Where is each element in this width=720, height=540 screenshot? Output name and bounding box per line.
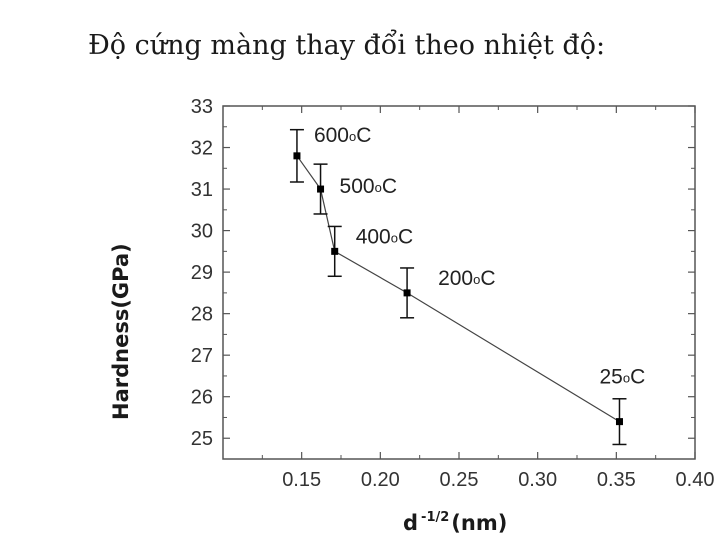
- point-marker: [331, 247, 339, 255]
- data-point: [400, 267, 415, 319]
- y-tick-label: 27: [191, 345, 213, 367]
- x-axis-title-sup: -1/2: [421, 510, 449, 525]
- x-tick-label: 0.30: [518, 469, 557, 491]
- y-tick-label: 25: [191, 428, 213, 450]
- y-axis-title: Hardness(GPa): [109, 243, 133, 420]
- point-temperature-label: 200oC: [438, 267, 495, 290]
- x-axis-title-unit: (nm): [451, 511, 507, 535]
- point-temperature-label: 500oC: [340, 175, 397, 198]
- y-tick-label: 31: [191, 179, 213, 201]
- y-tick-label: 28: [191, 304, 213, 326]
- y-tick-label: 30: [191, 221, 213, 243]
- data-point: [327, 225, 342, 278]
- data-point: [313, 163, 328, 215]
- y-tick-label: 33: [191, 96, 213, 118]
- point-marker: [615, 418, 623, 426]
- data-point: [289, 128, 304, 183]
- point-temperature-label: 25oC: [599, 366, 645, 389]
- x-tick-label: 0.20: [361, 469, 400, 491]
- x-tick-label: 0.25: [440, 469, 479, 491]
- x-tick-label: 0.15: [282, 469, 321, 491]
- x-tick-label: 0.40: [676, 469, 715, 491]
- point-temperature-label: 400oC: [356, 225, 413, 248]
- y-tick-label: 32: [191, 138, 213, 160]
- x-axis-title-main: d: [403, 511, 418, 535]
- x-tick-label: 0.35: [597, 469, 636, 491]
- point-marker: [293, 152, 301, 160]
- point-marker: [317, 185, 325, 193]
- point-temperature-label: 600oC: [314, 124, 371, 147]
- x-axis-title: d -1/2(nm): [403, 510, 507, 535]
- y-tick-label: 26: [191, 387, 213, 409]
- slide-title: Độ cứng màng thay đổi theo nhiệt độ:: [88, 30, 606, 61]
- y-tick-label: 29: [191, 262, 213, 284]
- data-point: [612, 398, 627, 446]
- point-marker: [403, 289, 411, 297]
